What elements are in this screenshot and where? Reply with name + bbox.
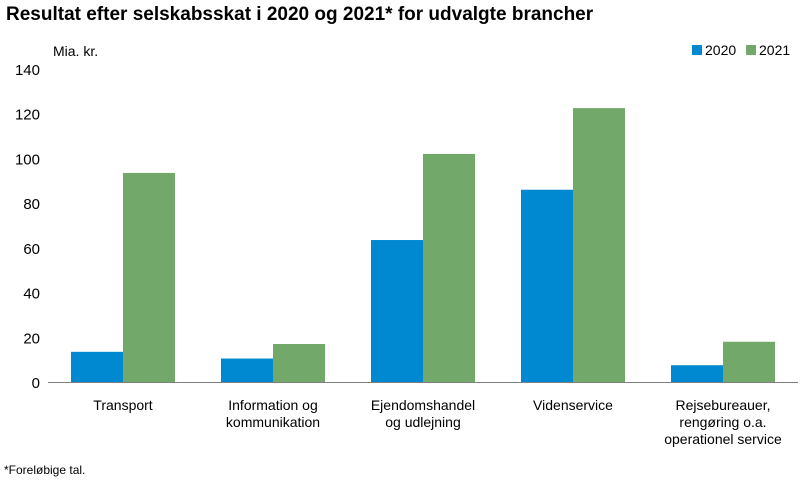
footnote: *Foreløbige tal. <box>4 463 86 477</box>
y-axis: Mia. kr. 0 20 40 60 80 100 120 140 <box>15 43 98 392</box>
x-category-label: Rejsebureauer, rengøring o.a. operationel … <box>664 397 782 447</box>
bar-2020 <box>521 189 573 382</box>
legend-swatch-2021 <box>746 45 756 55</box>
bar-2021 <box>573 108 625 382</box>
bar-2021 <box>273 343 325 382</box>
bar-2021 <box>723 341 775 382</box>
chart-title: Resultat efter selskabsskat i 2020 og 20… <box>6 4 594 25</box>
y-tick-label: 0 <box>32 375 40 392</box>
bar-2021 <box>123 172 175 382</box>
y-tick-label: 40 <box>23 286 40 303</box>
y-tick-label: 80 <box>23 196 40 213</box>
y-tick-label: 100 <box>15 151 40 168</box>
bar-2020 <box>221 358 273 382</box>
bars <box>71 108 775 382</box>
x-axis: Transport Information og kommunikation Ejen… <box>48 382 798 447</box>
bar-2020 <box>71 351 123 382</box>
x-category-label: Information og kommunikation <box>226 397 320 430</box>
bar-2020 <box>371 240 423 382</box>
legend-label-2021: 2021 <box>759 42 790 58</box>
y-unit-label: Mia. kr. <box>53 43 98 59</box>
y-tick-label: 140 <box>15 62 40 79</box>
y-tick-label: 60 <box>23 241 40 258</box>
y-tick-label: 20 <box>23 330 40 347</box>
x-category-label: Ejendomshandel og udlejning <box>371 397 475 430</box>
legend-label-2020: 2020 <box>705 42 736 58</box>
y-tick-label: 120 <box>15 107 40 124</box>
legend: 2020 2021 <box>692 42 790 58</box>
x-category-label: Videnservice <box>533 397 613 413</box>
legend-swatch-2020 <box>692 45 702 55</box>
x-category-label: Transport <box>93 397 153 413</box>
bar-2020 <box>671 365 723 382</box>
bar-2021 <box>423 153 475 382</box>
